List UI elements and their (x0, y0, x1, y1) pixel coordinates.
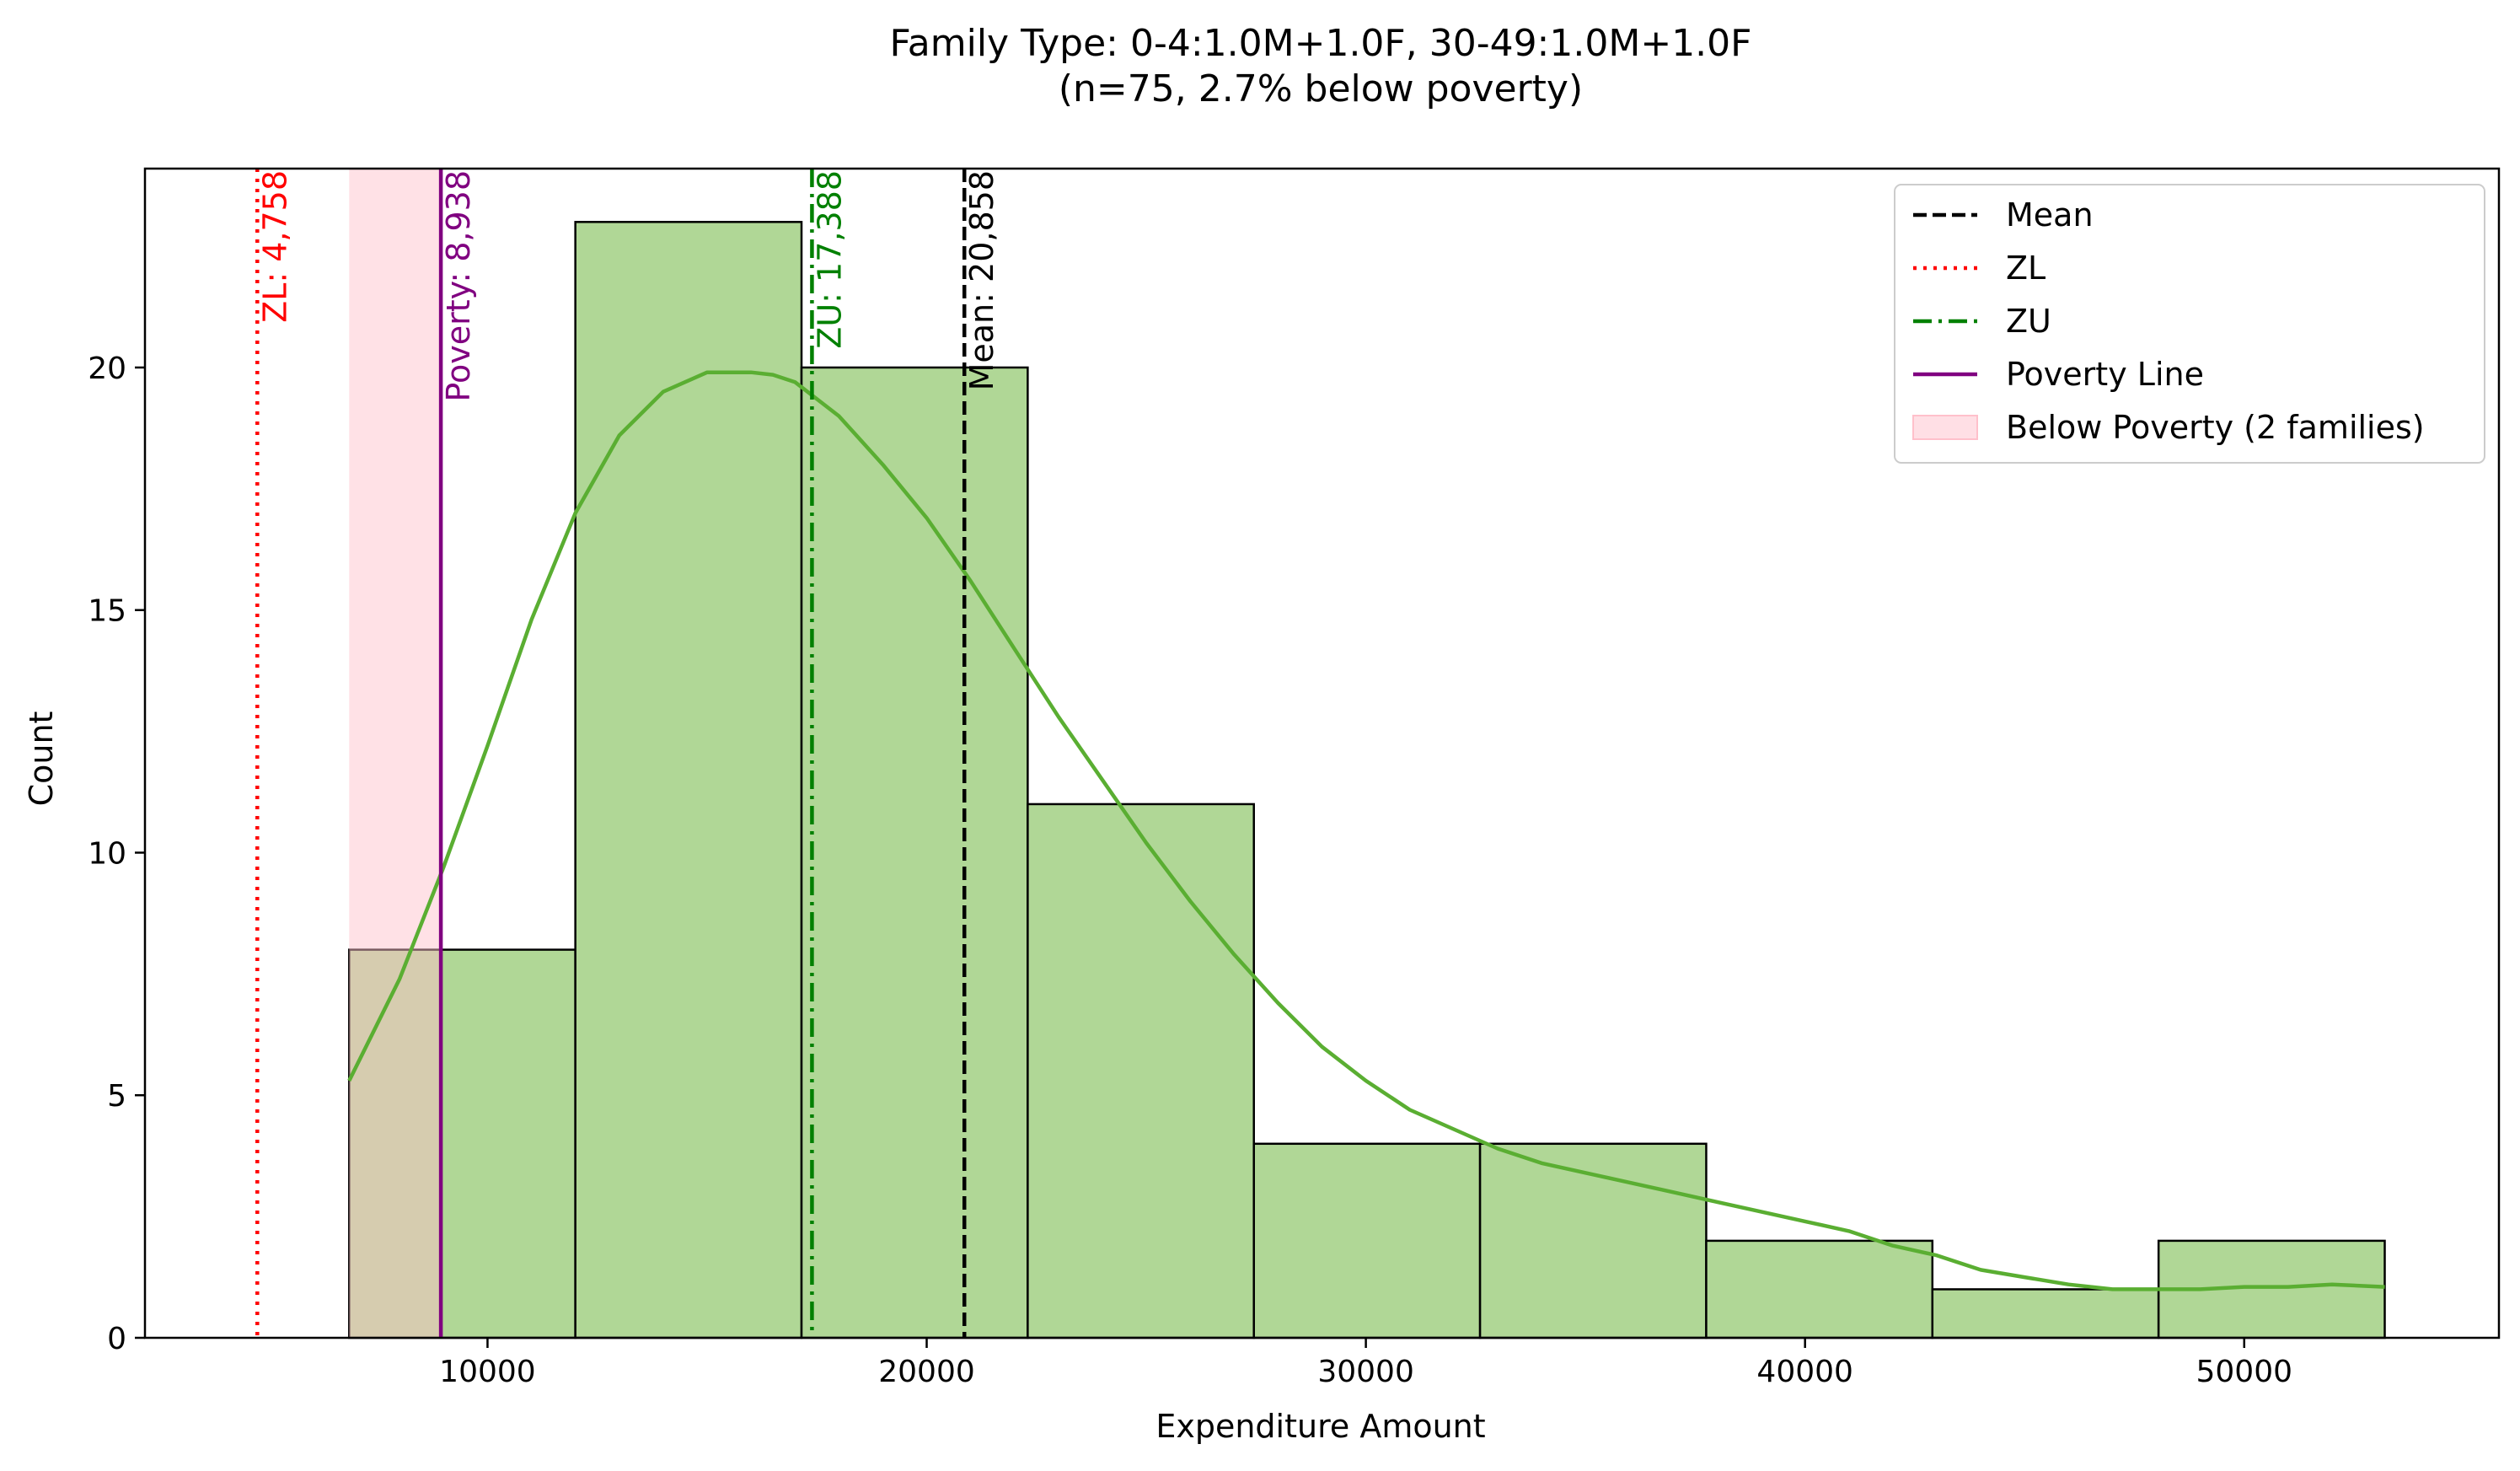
legend: Mean ZL ZU Poverty Line Below Poverty (2 fam… (1894, 184, 2485, 464)
histogram-bar-3 (1027, 803, 1255, 1339)
chart-title: Family Type: 0-4:1.0M+1.0F, 30-49:1.0M+1… (890, 22, 1752, 65)
legend-entry-below-poverty-2-families--label: Below Poverty (2 families) (2006, 409, 2425, 446)
ref-label-zu: ZU: 17,388 (811, 170, 848, 349)
y-axis-label: Count (23, 711, 60, 807)
x-tick-label-10000: 10000 (439, 1355, 536, 1389)
y-tick-label-15: 15 (88, 594, 126, 629)
legend-entry-zl-label: ZL (2006, 250, 2045, 287)
ref-label-poverty-line: Poverty: 8,938 (440, 170, 477, 402)
histogram-bar-6 (1705, 1239, 1934, 1339)
histogram-bar-1 (574, 221, 803, 1339)
legend-entry-poverty-line-label: Poverty Line (2006, 356, 2204, 393)
legend-entry-below-poverty-2-families--swatch (1912, 415, 1978, 440)
kde-curve (347, 370, 2385, 1291)
y-tick-label-0: 0 (107, 1322, 126, 1356)
chart-subtitle: (n=75, 2.7% below poverty) (1059, 67, 1583, 110)
ref-label-zl: ZL: 4,758 (256, 170, 293, 323)
histogram-bar-4 (1252, 1142, 1482, 1339)
below-poverty-span (349, 169, 442, 1338)
y-tick-label-10: 10 (88, 836, 126, 871)
x-tick-label-30000: 30000 (1317, 1355, 1414, 1389)
y-tick-label-5: 5 (107, 1079, 126, 1114)
x-tick-label-20000: 20000 (878, 1355, 975, 1389)
ref-label-mean: Mean: 20,858 (963, 170, 1000, 390)
histogram-bar-0 (348, 948, 576, 1339)
y-tick-label-20: 20 (88, 352, 126, 386)
axes-frame (143, 167, 2501, 1339)
x-axis-label: Expenditure Amount (1155, 1408, 1485, 1445)
histogram-bar-2 (800, 366, 1029, 1339)
legend-box (1894, 184, 2485, 464)
histogram-bar-7 (1931, 1288, 2160, 1339)
plot-area: Mean: 20,858 ZL: 4,758 ZU: 17,388 Poverty: … (88, 167, 2501, 1389)
legend-entry-zu-label: ZU (2006, 303, 2051, 340)
legend-entry-mean-label: Mean (2006, 196, 2094, 234)
x-tick-label-50000: 50000 (2196, 1355, 2293, 1389)
x-tick-label-40000: 40000 (1756, 1355, 1853, 1389)
